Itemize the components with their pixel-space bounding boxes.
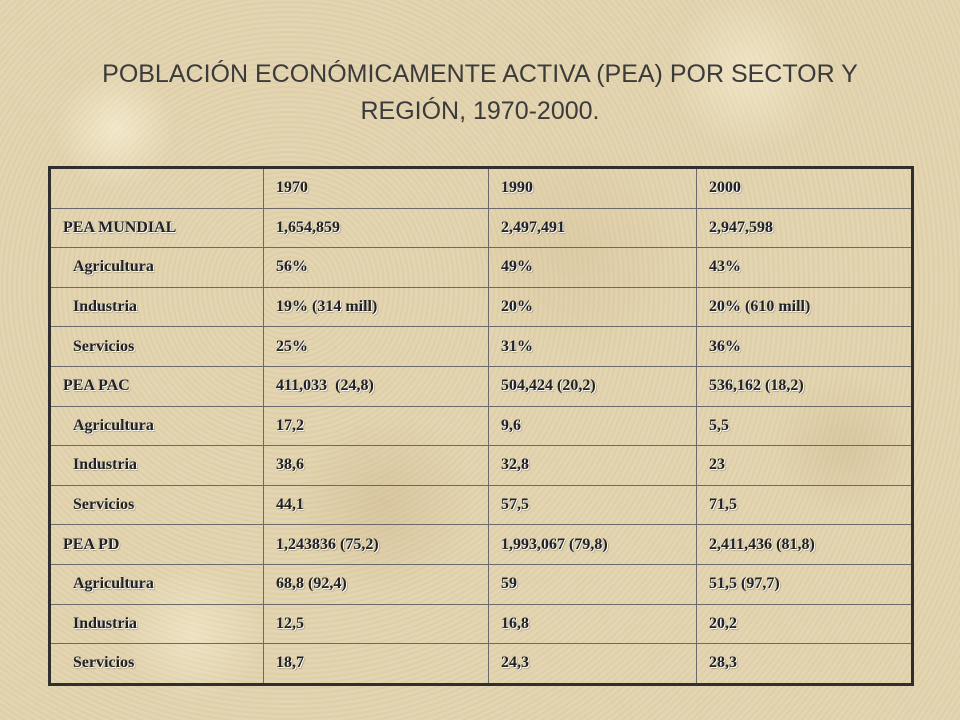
cell-1970: 44,1 — [263, 484, 489, 526]
cell-1970: 1,654,859 — [263, 207, 489, 249]
table-row: Agricultura 17,2 9,6 5,5 — [49, 405, 913, 447]
cell-1970: 12,5 — [263, 603, 489, 645]
cell-1990: 59 — [488, 563, 697, 605]
cell-1970: 1,243836 (75,2) — [263, 524, 489, 565]
cell-2000: 20,2 — [696, 603, 913, 645]
cell-1990: 504,424 (20,2) — [488, 365, 697, 407]
header-cell-1990: 1990 — [488, 167, 697, 209]
row-label: Servicios — [49, 484, 264, 526]
pea-table: 1970 1990 2000 PEA MUNDIAL 1,654,859 2,4… — [48, 166, 914, 686]
header-cell-1970: 1970 — [263, 167, 489, 209]
row-label: Agricultura — [49, 563, 264, 605]
cell-1990: 9,6 — [488, 405, 697, 447]
cell-2000: 20% (610 mill) — [696, 286, 913, 328]
table-row: PEA PAC 411,033 (24,8) 504,424 (20,2) 53… — [49, 365, 913, 407]
cell-1990: 2,497,491 — [488, 207, 697, 249]
cell-1970: 56% — [263, 247, 489, 288]
row-label: Agricultura — [49, 405, 264, 447]
row-label: PEA MUNDIAL — [49, 207, 264, 249]
cell-1970: 18,7 — [263, 643, 489, 685]
cell-2000: 5,5 — [696, 405, 913, 447]
cell-1990: 57,5 — [488, 484, 697, 526]
row-label: Servicios — [49, 326, 264, 367]
cell-1990: 24,3 — [488, 643, 697, 685]
table-row: Servicios 44,1 57,5 71,5 — [49, 484, 913, 526]
table-row: Agricultura 56% 49% 43% — [49, 247, 913, 288]
row-label: Industria — [49, 445, 264, 486]
slide-title-line-2: REGIÓN, 1970-2000. — [360, 97, 600, 125]
table-row: Industria 38,6 32,8 23 — [49, 445, 913, 486]
cell-2000: 43% — [696, 247, 913, 288]
row-label: PEA PD — [49, 524, 264, 565]
header-cell-empty — [49, 167, 264, 209]
cell-1990: 1,993,067 (79,8) — [488, 524, 697, 565]
cell-2000: 536,162 (18,2) — [696, 365, 913, 407]
row-label: PEA PAC — [49, 365, 264, 407]
cell-1970: 38,6 — [263, 445, 489, 486]
row-label: Agricultura — [49, 247, 264, 288]
table-header-row: 1970 1990 2000 — [49, 167, 913, 209]
row-label: Industria — [49, 286, 264, 328]
cell-2000: 23 — [696, 445, 913, 486]
cell-1990: 32,8 — [488, 445, 697, 486]
cell-2000: 36% — [696, 326, 913, 367]
cell-2000: 51,5 (97,7) — [696, 563, 913, 605]
table-row: Industria 12,5 16,8 20,2 — [49, 603, 913, 645]
cell-1990: 49% — [488, 247, 697, 288]
table-row: PEA PD 1,243836 (75,2) 1,993,067 (79,8) … — [49, 524, 913, 565]
table-row: PEA MUNDIAL 1,654,859 2,497,491 2,947,59… — [49, 207, 913, 249]
table-row: Industria 19% (314 mill) 20% 20% (610 mi… — [49, 286, 913, 328]
cell-1970: 17,2 — [263, 405, 489, 447]
cell-2000: 71,5 — [696, 484, 913, 526]
cell-1990: 31% — [488, 326, 697, 367]
cell-1970: 68,8 (92,4) — [263, 563, 489, 605]
cell-1990: 16,8 — [488, 603, 697, 645]
slide-title: POBLACIÓN ECONÓMICAMENTE ACTIVA (PEA) PO… — [60, 56, 900, 130]
slide-title-line-1: POBLACIÓN ECONÓMICAMENTE ACTIVA (PEA) PO… — [102, 60, 858, 88]
table-row: Servicios 25% 31% 36% — [49, 326, 913, 367]
table-row: Agricultura 68,8 (92,4) 59 51,5 (97,7) — [49, 563, 913, 605]
row-label: Servicios — [49, 643, 264, 685]
cell-2000: 2,411,436 (81,8) — [696, 524, 913, 565]
table-row: Servicios 18,7 24,3 28,3 — [49, 643, 913, 685]
cell-1970: 411,033 (24,8) — [263, 365, 489, 407]
cell-1970: 25% — [263, 326, 489, 367]
row-label: Industria — [49, 603, 264, 645]
cell-2000: 2,947,598 — [696, 207, 913, 249]
header-cell-2000: 2000 — [696, 167, 913, 209]
cell-1970: 19% (314 mill) — [263, 286, 489, 328]
cell-2000: 28,3 — [696, 643, 913, 685]
cell-1990: 20% — [488, 286, 697, 328]
